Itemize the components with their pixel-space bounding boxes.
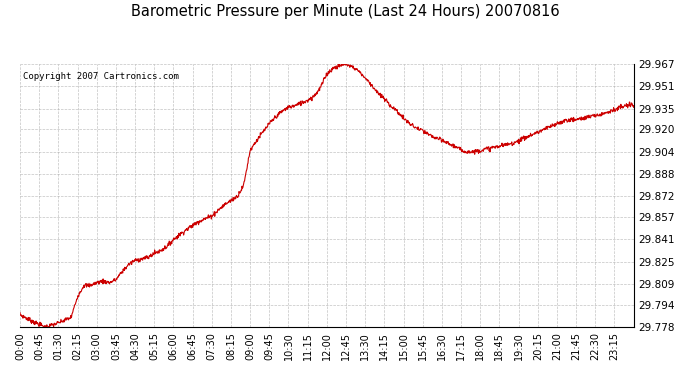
Text: Copyright 2007 Cartronics.com: Copyright 2007 Cartronics.com (23, 72, 179, 81)
Text: Barometric Pressure per Minute (Last 24 Hours) 20070816: Barometric Pressure per Minute (Last 24 … (130, 4, 560, 19)
